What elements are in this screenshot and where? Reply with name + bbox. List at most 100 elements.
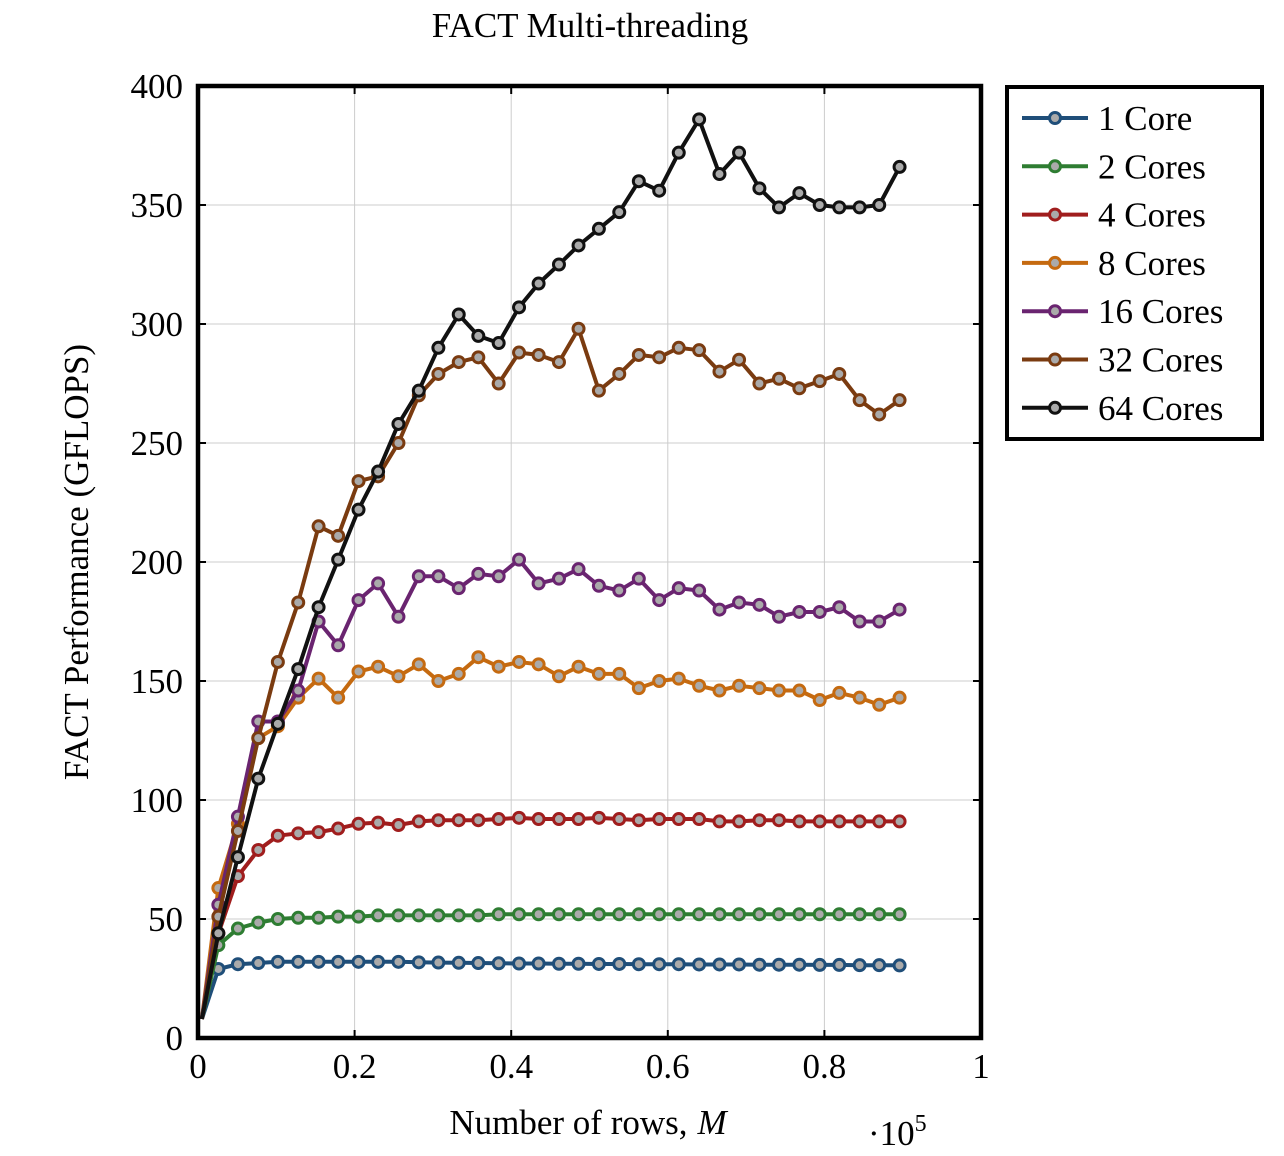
data-point: [872, 407, 887, 422]
x-tick-label: 0: [189, 1047, 207, 1086]
data-point: [812, 957, 827, 972]
data-point: [512, 345, 527, 360]
data-point: [571, 321, 586, 336]
data-point: [451, 908, 466, 923]
data-point: [692, 957, 707, 972]
data-point: [591, 810, 606, 825]
data-point: [471, 350, 486, 365]
series-4-cores: [199, 810, 907, 1020]
data-point: [631, 174, 646, 189]
legend-label: 16 Cores: [1098, 292, 1223, 331]
data-point: [351, 664, 366, 679]
y-tick-label: 300: [131, 305, 184, 344]
y-tick-label: 200: [131, 543, 184, 582]
data-point: [612, 907, 627, 922]
data-point: [832, 685, 847, 700]
legend-entry-16-cores: 16 Cores: [1022, 292, 1223, 331]
data-point: [732, 352, 747, 367]
data-point: [571, 238, 586, 253]
data-point: [291, 662, 306, 677]
data-point: [771, 907, 786, 922]
data-point: [771, 371, 786, 386]
legend-swatch-marker: [1048, 400, 1062, 415]
data-point: [892, 393, 907, 408]
x-axis-label-text: Number of rows,: [449, 1103, 687, 1142]
data-point: [832, 200, 847, 215]
data-point: [752, 376, 767, 391]
x-axis-multiplier: ·105: [868, 1111, 927, 1153]
data-point: [371, 815, 386, 830]
x-axis-label: Number of rows, M: [449, 1103, 728, 1142]
data-point: [752, 813, 767, 828]
data-point: [230, 850, 245, 865]
data-point: [531, 907, 546, 922]
data-point: [771, 683, 786, 698]
data-point: [531, 956, 546, 971]
data-point: [732, 814, 747, 829]
series-8-cores: [199, 650, 907, 1020]
data-point: [411, 383, 426, 398]
data-point: [531, 657, 546, 672]
data-point: [591, 221, 606, 236]
data-point: [752, 907, 767, 922]
legend-label: 32 Cores: [1098, 341, 1223, 380]
data-point: [351, 816, 366, 831]
data-point: [671, 812, 686, 827]
data-point: [531, 812, 546, 827]
data-point: [571, 562, 586, 577]
data-point: [631, 907, 646, 922]
legend-swatch-marker: [1048, 304, 1062, 319]
series-64-cores: [199, 112, 907, 1020]
data-point: [732, 957, 747, 972]
data-point: [712, 167, 727, 182]
data-point: [692, 812, 707, 827]
data-point: [872, 697, 887, 712]
data-point: [331, 528, 346, 543]
data-point: [451, 813, 466, 828]
data-point: [551, 907, 566, 922]
data-point: [832, 366, 847, 381]
y-tick-label: 150: [131, 662, 184, 701]
data-point: [852, 958, 867, 973]
data-point: [230, 921, 245, 936]
data-point: [451, 355, 466, 370]
data-point: [652, 907, 667, 922]
data-point: [451, 307, 466, 322]
data-point: [411, 814, 426, 829]
data-point: [291, 910, 306, 925]
data-point: [671, 340, 686, 355]
legend-label: 8 Cores: [1098, 244, 1206, 283]
data-point: [471, 650, 486, 665]
data-point: [812, 604, 827, 619]
data-point: [591, 666, 606, 681]
data-point: [431, 569, 446, 584]
data-point: [491, 659, 506, 674]
data-point: [852, 907, 867, 922]
data-point: [652, 674, 667, 688]
legend-entry-1-core: 1 Core: [1022, 99, 1192, 138]
data-point: [832, 600, 847, 615]
data-point: [270, 954, 285, 969]
data-point: [371, 576, 386, 591]
legend-box: [1005, 85, 1264, 441]
series-1-core: [200, 954, 907, 1020]
data-point: [411, 657, 426, 672]
data-point: [551, 812, 566, 827]
data-point: [812, 374, 827, 389]
data-point: [792, 957, 807, 972]
data-point: [832, 957, 847, 972]
data-point: [512, 300, 527, 315]
data-point: [491, 907, 506, 922]
data-point: [291, 954, 306, 969]
data-point: [872, 198, 887, 212]
data-point: [752, 597, 767, 612]
data-point: [251, 956, 266, 971]
y-tick-label: 0: [166, 1019, 184, 1058]
y-tick-label: 350: [131, 186, 184, 225]
data-point: [571, 812, 586, 827]
data-point: [471, 328, 486, 343]
data-point: [512, 654, 527, 669]
data-point: [631, 681, 646, 696]
legend-swatch-marker: [1048, 111, 1062, 125]
data-point: [612, 666, 627, 681]
